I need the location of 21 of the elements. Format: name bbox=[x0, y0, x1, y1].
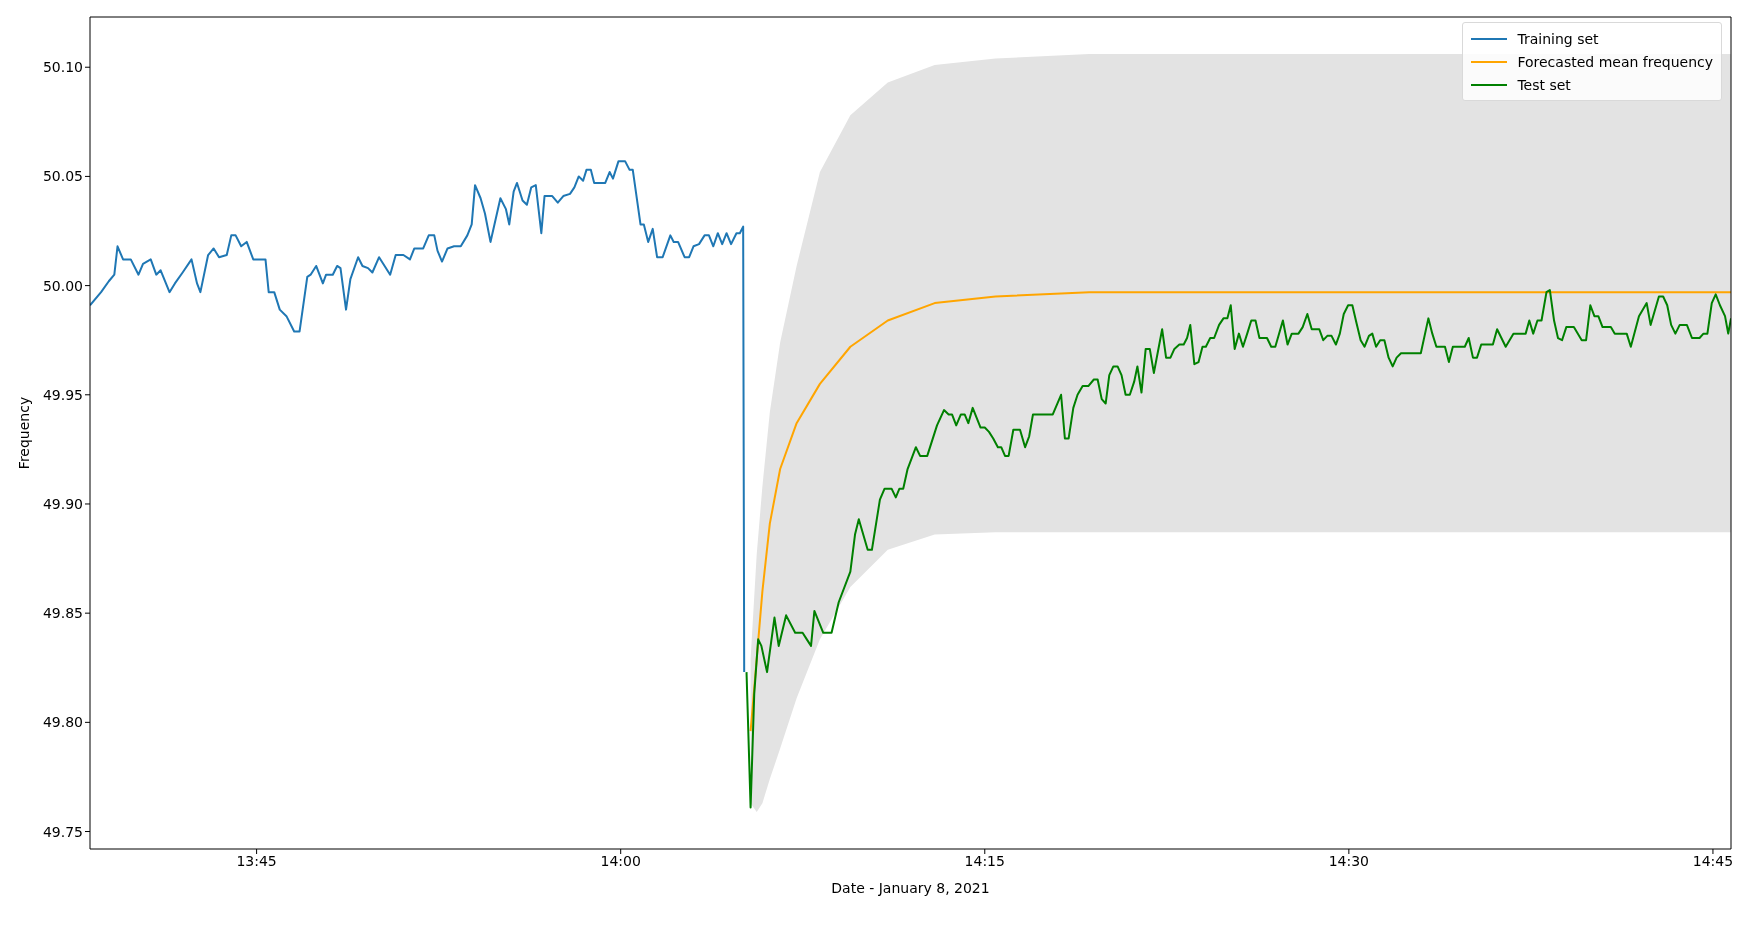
y-tick-label: 49.75 bbox=[42, 823, 83, 840]
y-tick-label: 49.80 bbox=[42, 714, 83, 731]
y-tick-label: 50.00 bbox=[42, 277, 83, 294]
x-tick-label: 14:15 bbox=[964, 852, 1005, 869]
y-tick-label: 49.95 bbox=[42, 386, 83, 403]
y-axis-title: Frequency bbox=[15, 396, 32, 470]
y-tick-label: 49.85 bbox=[42, 605, 83, 622]
legend-label: Test set bbox=[1517, 76, 1571, 93]
x-tick-label: 14:45 bbox=[1692, 852, 1734, 869]
line-series bbox=[90, 160, 746, 674]
line-series bbox=[749, 291, 1731, 733]
x-axis-title: Date - January 8, 2021 bbox=[831, 879, 990, 896]
y-tick-label: 49.90 bbox=[42, 495, 83, 512]
x-tick-label: 13:45 bbox=[236, 852, 277, 869]
y-tick-label: 50.05 bbox=[42, 168, 83, 185]
x-tick-label: 14:30 bbox=[1328, 852, 1370, 869]
line-series bbox=[745, 288, 1731, 809]
legend-label: Training set bbox=[1517, 30, 1599, 47]
y-tick-label: 50.10 bbox=[42, 59, 83, 76]
legend-label: Forecasted mean frequency bbox=[1517, 53, 1713, 70]
x-tick-label: 14:00 bbox=[600, 852, 641, 869]
